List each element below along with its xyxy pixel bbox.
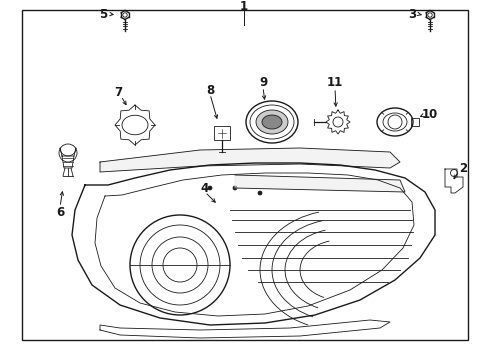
Polygon shape [235,175,404,192]
Text: 7: 7 [114,85,122,99]
Text: 4: 4 [201,181,209,194]
Text: 3: 3 [407,8,415,21]
Text: 1: 1 [240,0,247,13]
Text: 9: 9 [258,77,266,90]
Text: 2: 2 [458,162,466,175]
Circle shape [207,186,212,190]
Ellipse shape [256,110,287,134]
Circle shape [258,191,262,195]
Polygon shape [100,148,399,172]
Circle shape [232,186,237,190]
Text: 5: 5 [99,8,107,21]
Text: 6: 6 [56,206,64,219]
Bar [214,126,229,140]
Ellipse shape [262,115,282,129]
Text: 10: 10 [421,108,437,122]
Text: 11: 11 [326,77,343,90]
Text: 8: 8 [205,84,214,96]
Bar [410,118,418,126]
